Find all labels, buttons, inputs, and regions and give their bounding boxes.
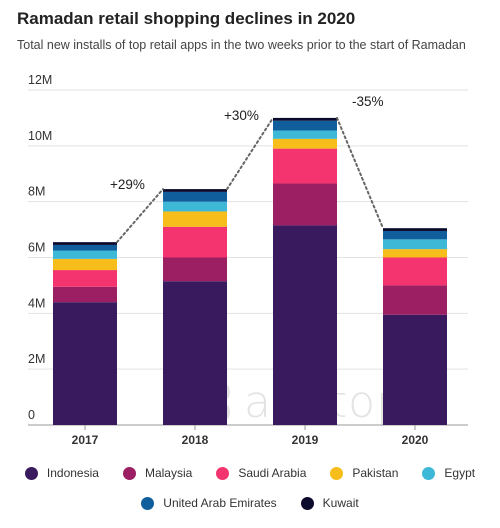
bar-segment-pakistan <box>53 258 117 271</box>
bar-segment-egypt <box>383 239 447 250</box>
legend-label: Indonesia <box>46 466 99 480</box>
bar-segment-pakistan <box>273 138 337 149</box>
legend-item: Egypt <box>422 466 475 480</box>
y-tick-label: 2M <box>28 352 45 366</box>
legend-swatch-icon <box>122 466 136 480</box>
bar-segment-malaysia <box>163 257 227 282</box>
bar-segment-kuwait <box>163 189 227 192</box>
bar-segment-indonesia <box>53 302 117 425</box>
bar-segment-kuwait <box>383 228 447 231</box>
bar-segment-egypt <box>163 201 227 212</box>
bar-segment-saudi-arabia <box>383 257 447 286</box>
x-tick-label: 2020 <box>402 433 429 447</box>
bar-segment-indonesia <box>163 281 227 425</box>
chart-legend: Indonesia Malaysia Saudi Arabia Pakistan Egy… <box>0 458 500 518</box>
y-tick-label: 0 <box>28 408 35 422</box>
legend-label: Pakistan <box>352 466 399 480</box>
legend-label: United Arab Emirates <box>163 496 277 510</box>
legend-item: Kuwait <box>300 496 359 510</box>
bar-segment-indonesia <box>273 225 337 425</box>
legend-item: Saudi Arabia <box>216 466 306 480</box>
legend-swatch-icon <box>24 466 38 480</box>
chart-title: Ramadan retail shopping declines in 2020 <box>17 9 356 28</box>
bar-segment-saudi-arabia <box>53 270 117 287</box>
legend-row: Indonesia Malaysia Saudi Arabia Pakistan Egy… <box>0 458 500 488</box>
change-connector <box>116 188 164 244</box>
legend-swatch-icon <box>422 466 436 480</box>
change-connector <box>336 116 384 230</box>
bar-segment-pakistan <box>163 211 227 227</box>
bar-segment-united-arab-emirates <box>273 120 337 131</box>
legend-row: United Arab Emirates Kuwait <box>0 488 500 518</box>
bar-segment-pakistan <box>383 249 447 258</box>
legend-label: Saudi Arabia <box>238 466 307 480</box>
change-annotation: -35% <box>352 94 384 109</box>
bar-segment-saudi-arabia <box>163 226 227 258</box>
legend-item: Pakistan <box>330 466 398 480</box>
legend-swatch-icon <box>141 496 155 510</box>
legend-item: United Arab Emirates <box>141 496 277 510</box>
change-annotation: +29% <box>110 177 145 192</box>
bar-segment-saudi-arabia <box>273 148 337 184</box>
y-tick-label: 12M <box>28 73 52 87</box>
bar-segment-united-arab-emirates <box>383 230 447 240</box>
chart-subtitle: Total new installs of top retail apps in… <box>17 38 466 52</box>
legend-item: Malaysia <box>122 466 193 480</box>
legend-label: Egypt <box>444 466 476 480</box>
bar-segment-egypt <box>273 130 337 139</box>
bar-segment-malaysia <box>383 285 447 315</box>
change-connector <box>226 116 274 191</box>
x-tick-label: 2017 <box>72 433 99 447</box>
bar-segment-malaysia <box>53 286 117 303</box>
bar-segment-malaysia <box>273 183 337 226</box>
bar-segment-united-arab-emirates <box>53 244 117 251</box>
x-tick-label: 2018 <box>182 433 209 447</box>
legend-swatch-icon <box>216 466 230 480</box>
bar-segment-egypt <box>53 250 117 259</box>
y-tick-label: 8M <box>28 185 45 199</box>
legend-swatch-icon <box>300 496 314 510</box>
bar-segment-kuwait <box>53 242 117 245</box>
legend-label: Kuwait <box>322 496 359 510</box>
bar-segment-indonesia <box>383 314 447 425</box>
legend-swatch-icon <box>330 466 344 480</box>
legend-item: Indonesia <box>24 466 99 480</box>
x-tick-label: 2019 <box>292 433 319 447</box>
bar-segment-united-arab-emirates <box>163 191 227 202</box>
stacked-bar-chart: 0 2M 4M 6M 8M 10M 12M 2017 2018 2019 2020 +29% +30% -… <box>28 73 468 447</box>
y-tick-label: 10M <box>28 129 52 143</box>
bar-segment-kuwait <box>273 117 337 121</box>
change-annotation: +30% <box>224 108 259 123</box>
y-tick-label: 4M <box>28 296 45 310</box>
legend-label: Malaysia <box>144 466 193 480</box>
y-tick-label: 6M <box>28 241 45 255</box>
